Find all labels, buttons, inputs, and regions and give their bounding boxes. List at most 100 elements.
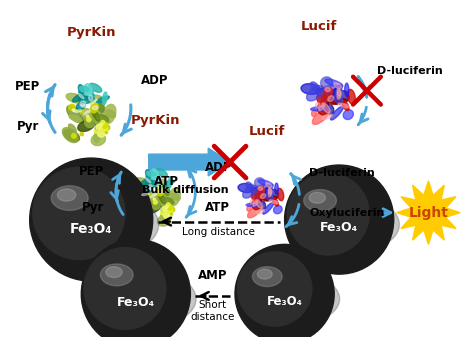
- Circle shape: [91, 101, 98, 108]
- Ellipse shape: [268, 189, 272, 197]
- Ellipse shape: [150, 178, 157, 184]
- Ellipse shape: [325, 88, 330, 92]
- Ellipse shape: [243, 185, 257, 198]
- Ellipse shape: [257, 194, 267, 201]
- Ellipse shape: [277, 188, 284, 201]
- Ellipse shape: [246, 182, 254, 191]
- Ellipse shape: [322, 114, 333, 119]
- Text: ATP: ATP: [205, 201, 230, 214]
- Circle shape: [164, 212, 170, 218]
- Ellipse shape: [273, 206, 282, 214]
- Circle shape: [235, 244, 334, 338]
- Ellipse shape: [168, 176, 172, 188]
- Ellipse shape: [255, 193, 262, 204]
- Ellipse shape: [342, 101, 349, 111]
- Text: Pyr: Pyr: [82, 201, 104, 214]
- Ellipse shape: [150, 193, 156, 198]
- Ellipse shape: [157, 195, 166, 204]
- Text: Light: Light: [409, 206, 448, 220]
- Ellipse shape: [135, 189, 149, 205]
- Ellipse shape: [91, 113, 100, 121]
- Ellipse shape: [79, 91, 82, 107]
- Ellipse shape: [152, 175, 160, 184]
- Ellipse shape: [337, 89, 341, 96]
- Circle shape: [167, 204, 173, 210]
- Ellipse shape: [98, 108, 108, 117]
- Circle shape: [169, 208, 172, 210]
- Ellipse shape: [161, 202, 168, 212]
- Text: ADP: ADP: [205, 161, 233, 173]
- Circle shape: [165, 205, 168, 209]
- Ellipse shape: [137, 198, 149, 204]
- Circle shape: [96, 124, 101, 130]
- Ellipse shape: [312, 110, 329, 124]
- Ellipse shape: [148, 187, 152, 191]
- Ellipse shape: [142, 193, 149, 196]
- Ellipse shape: [330, 106, 343, 120]
- Circle shape: [98, 130, 105, 137]
- Ellipse shape: [263, 202, 273, 214]
- Ellipse shape: [256, 209, 264, 214]
- Ellipse shape: [319, 85, 337, 93]
- Text: Pyr: Pyr: [17, 120, 40, 133]
- Ellipse shape: [132, 212, 146, 222]
- Ellipse shape: [253, 185, 268, 191]
- Ellipse shape: [89, 95, 93, 101]
- Ellipse shape: [273, 198, 278, 206]
- Text: PEP: PEP: [79, 166, 104, 178]
- Polygon shape: [397, 181, 460, 244]
- Ellipse shape: [89, 99, 97, 105]
- Ellipse shape: [321, 95, 329, 108]
- Circle shape: [100, 125, 107, 132]
- Ellipse shape: [251, 187, 262, 194]
- Circle shape: [30, 158, 153, 281]
- Circle shape: [166, 207, 173, 214]
- Ellipse shape: [257, 269, 272, 279]
- Ellipse shape: [140, 177, 154, 186]
- Ellipse shape: [33, 167, 125, 260]
- Ellipse shape: [90, 117, 97, 125]
- Ellipse shape: [262, 185, 273, 198]
- Text: Fe₃O₄: Fe₃O₄: [320, 221, 358, 234]
- Ellipse shape: [131, 210, 146, 223]
- Ellipse shape: [345, 83, 349, 97]
- Ellipse shape: [157, 215, 171, 226]
- Ellipse shape: [338, 103, 349, 107]
- Ellipse shape: [145, 203, 160, 213]
- Ellipse shape: [51, 186, 88, 210]
- Ellipse shape: [272, 189, 279, 198]
- Ellipse shape: [92, 104, 106, 116]
- Ellipse shape: [63, 128, 78, 143]
- Ellipse shape: [328, 96, 334, 101]
- Ellipse shape: [319, 104, 325, 111]
- Ellipse shape: [285, 195, 400, 255]
- Ellipse shape: [155, 168, 167, 177]
- Text: Short
distance: Short distance: [191, 300, 235, 321]
- Ellipse shape: [57, 189, 76, 201]
- Ellipse shape: [158, 189, 164, 193]
- Ellipse shape: [307, 86, 324, 101]
- Ellipse shape: [268, 188, 272, 194]
- Ellipse shape: [106, 267, 122, 277]
- Ellipse shape: [236, 272, 340, 326]
- Circle shape: [69, 104, 75, 111]
- Ellipse shape: [81, 114, 96, 121]
- Ellipse shape: [316, 103, 320, 108]
- Ellipse shape: [171, 193, 180, 200]
- Ellipse shape: [64, 130, 80, 142]
- Ellipse shape: [324, 96, 341, 104]
- Ellipse shape: [311, 109, 317, 117]
- Ellipse shape: [252, 200, 261, 210]
- Ellipse shape: [83, 110, 90, 115]
- Circle shape: [104, 126, 106, 128]
- Ellipse shape: [304, 190, 337, 211]
- Ellipse shape: [258, 179, 273, 187]
- Ellipse shape: [69, 115, 82, 122]
- Ellipse shape: [253, 201, 258, 206]
- Ellipse shape: [163, 197, 174, 205]
- Ellipse shape: [83, 94, 91, 100]
- Circle shape: [72, 134, 76, 138]
- Ellipse shape: [323, 97, 336, 107]
- Ellipse shape: [84, 248, 166, 330]
- Circle shape: [158, 185, 164, 191]
